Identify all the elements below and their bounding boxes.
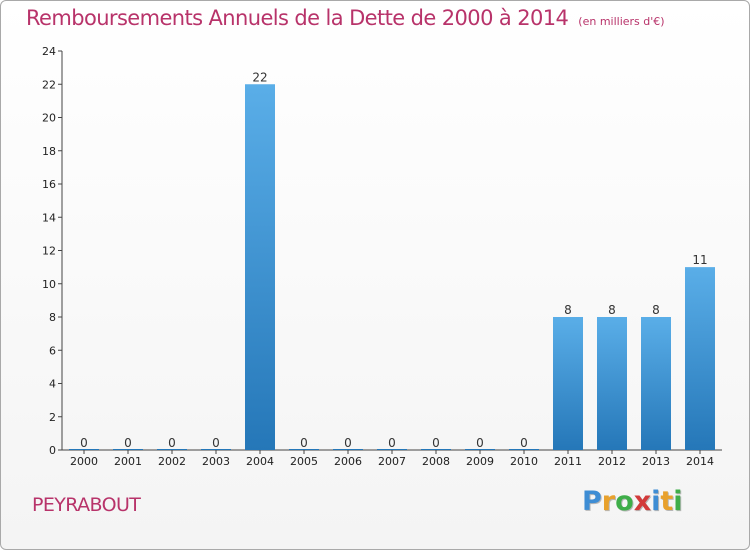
bar [465,449,495,450]
logo-letter: P [582,486,602,517]
y-tick-label: 10 [42,278,56,291]
proxiti-logo: Proxiti [582,486,683,517]
bar [597,317,627,450]
commune-name: PEYRABOUT [32,494,141,516]
data-label: 0 [212,436,220,450]
chart-subtitle: (en milliers d'€) [578,15,665,28]
bar [421,449,451,450]
data-label: 8 [564,303,572,317]
x-tick-label: 2003 [202,455,230,468]
y-tick-label: 14 [42,211,56,224]
y-tick-label: 22 [42,78,56,91]
y-tick-label: 18 [42,145,56,158]
data-label: 8 [608,303,616,317]
logo-letter: i [673,486,683,517]
x-tick-label: 2002 [158,455,186,468]
y-tick-label: 20 [42,112,56,125]
logo-letter: t [660,486,674,517]
x-tick-label: 2013 [642,455,670,468]
x-tick-label: 2008 [422,455,450,468]
bar [509,449,539,450]
bars [69,84,715,450]
x-tick-label: 2014 [686,455,714,468]
data-label: 0 [124,436,132,450]
bar [201,449,231,450]
data-label: 22 [252,70,267,84]
bar [289,449,319,450]
bar [685,267,715,450]
x-tick-label: 2011 [554,455,582,468]
logo-letter: x [633,486,652,517]
data-label: 8 [652,303,660,317]
y-tick-label: 6 [49,344,56,357]
x-tick-label: 2005 [290,455,318,468]
bar [333,449,363,450]
bar [157,449,187,450]
value-labels: 0 0 0 0 22 0 0 0 0 0 0 8 8 8 11 [80,70,707,450]
y-tick-label: 16 [42,178,56,191]
logo-letter: i [651,486,661,517]
x-tick-label: 2010 [510,455,538,468]
y-tick-label: 0 [49,444,56,457]
data-label: 11 [692,253,707,267]
x-tick-label: 2004 [246,455,274,468]
y-tick-label: 8 [49,311,56,324]
logo-letter: o [615,486,634,517]
data-label: 0 [344,436,352,450]
x-tick-label: 2001 [114,455,142,468]
x-tick-label: 2009 [466,455,494,468]
y-tick-label: 24 [42,45,56,58]
bar [69,449,99,450]
bar [553,317,583,450]
data-label: 0 [432,436,440,450]
logo-letter: r [601,486,616,517]
x-tick-label: 2000 [70,455,98,468]
data-label: 0 [388,436,396,450]
y-tick-label: 12 [42,245,56,258]
bar [245,84,275,450]
y-tick-label: 4 [49,378,56,391]
y-tick-label: 2 [49,411,56,424]
bar [641,317,671,450]
data-label: 0 [520,436,528,450]
x-tick-label: 2012 [598,455,626,468]
data-label: 0 [300,436,308,450]
data-label: 0 [476,436,484,450]
bar [377,449,407,450]
x-tick-label: 2006 [334,455,362,468]
x-tick-label: 2007 [378,455,406,468]
bar [113,449,143,450]
data-label: 0 [80,436,88,450]
chart-title-text: Remboursements Annuels de la Dette de 20… [26,6,569,30]
chart-title: Remboursements Annuels de la Dette de 20… [26,6,665,30]
data-label: 0 [168,436,176,450]
